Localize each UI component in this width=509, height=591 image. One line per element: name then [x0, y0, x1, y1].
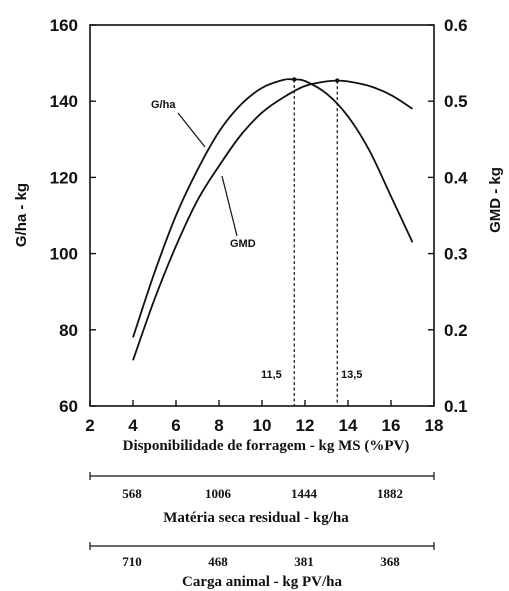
x-tick-label: 18	[425, 416, 444, 435]
y-tick-label-left: 120	[50, 168, 78, 187]
y-axis-title-right: GMD - kg	[487, 167, 504, 233]
y-tick-label-right: 0.3	[444, 245, 468, 264]
y-tick-label-left: 140	[50, 92, 78, 111]
marks-layer	[292, 77, 340, 406]
y-axis-title-left: G/ha - kg	[13, 183, 30, 247]
y-tick-label-right: 0.2	[444, 321, 468, 340]
series-line-gmd	[132, 79, 413, 361]
x-tick-label: 16	[382, 416, 401, 435]
y-tick-label-left: 160	[50, 16, 78, 35]
optimum-label-gha: 11,5	[261, 369, 282, 381]
optimum-label-gmd: 13,5	[341, 369, 362, 381]
secondary-axis-2-tick: 468	[208, 554, 228, 569]
y-tick-label-left: 60	[59, 397, 78, 416]
secondary-axis-2-tick: 368	[380, 554, 400, 569]
series-line-gha	[132, 78, 414, 338]
x-tick-label: 12	[296, 416, 315, 435]
peak-point-gmd	[335, 78, 340, 83]
x-tick-label: 4	[128, 416, 138, 435]
y-tick-label-left: 100	[50, 245, 78, 264]
annotation-gha: G/ha	[151, 99, 176, 111]
y-tick-label-left: 80	[59, 321, 78, 340]
x-tick-label: 6	[171, 416, 180, 435]
y-tick-label-right: 0.5	[444, 92, 468, 111]
secondary-axis-2-tick: 710	[122, 554, 142, 569]
y-tick-label-right: 0.6	[444, 16, 468, 35]
secondary-axis-1-tick: 1444	[291, 486, 318, 501]
series-layer	[132, 78, 414, 361]
plot-frame	[89, 24, 435, 407]
secondary-axis-1-tick: 568	[122, 486, 142, 501]
secondary-axis-1-tick: 1006	[205, 486, 232, 501]
x-tick-label: 8	[214, 416, 223, 435]
secondary-axis-1-title: Matéria seca residual - kg/ha	[163, 510, 349, 526]
y-tick-label-right: 0.4	[444, 168, 468, 187]
x-tick-label: 14	[339, 416, 358, 435]
secondary-axis-1-tick: 1882	[377, 486, 403, 501]
x-tick-label: 10	[253, 416, 272, 435]
secondary-axis-2-title: Carga animal - kg PV/ha	[182, 574, 343, 590]
x-axis-title: Disponibilidade de forragem - kg MS (%PV…	[123, 438, 410, 454]
tick-layer: 2 4 6 8 10 12 14 16 18 60 80 100 120 140 160 0.1 0.2 0.3 0…	[50, 16, 469, 435]
y-tick-label-right: 0.1	[444, 397, 468, 416]
annotation-gha-pointer	[177, 112, 206, 148]
peak-point-gha	[292, 77, 297, 82]
x-tick-label: 2	[85, 416, 94, 435]
secondary-axis-2-tick: 381	[294, 554, 314, 569]
annotation-gmd: GMD	[230, 238, 256, 250]
annotation-gmd-pointer	[221, 175, 238, 237]
